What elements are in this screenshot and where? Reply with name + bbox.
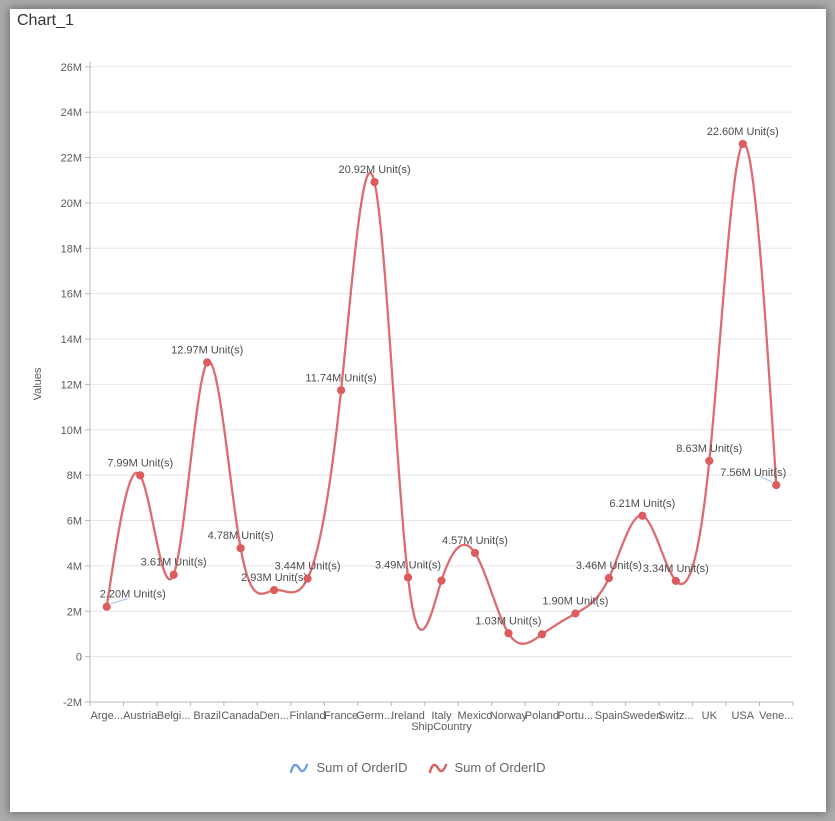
- label-leader-line: [759, 475, 773, 483]
- data-point-label: 4.57M Unit(s): [442, 535, 508, 547]
- x-category-label: Canada: [221, 710, 260, 722]
- data-point-label: 12.97M Unit(s): [171, 344, 243, 356]
- data-point-label: 1.90M Unit(s): [542, 596, 608, 608]
- x-category-label: Italy: [431, 710, 452, 722]
- y-axis-title: Values: [32, 367, 44, 401]
- data-point-label: 20.92M Unit(s): [338, 164, 410, 176]
- data-point-label: 7.99M Unit(s): [107, 457, 173, 469]
- y-tick-label: 12M: [61, 379, 82, 391]
- y-tick-label: 26M: [61, 62, 82, 74]
- data-point-label: 3.49M Unit(s): [375, 559, 441, 571]
- data-point-label: 22.60M Unit(s): [707, 126, 779, 138]
- y-tick-label: 16M: [61, 289, 82, 301]
- data-point-label: 3.46M Unit(s): [576, 560, 642, 572]
- y-tick-label: 0: [76, 652, 82, 664]
- x-category-label: Switz...: [658, 710, 693, 722]
- x-category-label: Austria: [123, 710, 158, 722]
- x-category-label: Brazil: [193, 710, 221, 722]
- wave-icon: [428, 763, 447, 773]
- data-point-label: 3.34M Unit(s): [643, 563, 709, 575]
- data-point-marker[interactable]: [370, 177, 379, 187]
- legend-label: Sum of OrderID: [454, 760, 546, 775]
- data-point-marker[interactable]: [437, 576, 446, 585]
- x-category-label: UK: [702, 710, 718, 722]
- data-point-marker[interactable]: [270, 586, 279, 595]
- data-point-marker[interactable]: [504, 629, 513, 638]
- x-category-label: Germ...: [356, 710, 393, 722]
- data-point-marker[interactable]: [638, 511, 647, 520]
- x-category-label: Sweden: [622, 710, 662, 722]
- y-tick-label: 8M: [67, 470, 82, 482]
- wave-icon: [290, 763, 309, 773]
- data-point-label: 6.21M Unit(s): [609, 498, 675, 510]
- data-point-marker[interactable]: [537, 630, 547, 639]
- data-point-label: 3.61M Unit(s): [141, 557, 207, 569]
- x-category-label: Mexico: [458, 710, 493, 722]
- data-point-label: 3.44M Unit(s): [275, 561, 341, 573]
- y-tick-label: -2M: [63, 697, 82, 709]
- x-category-label: Arge...: [91, 710, 123, 722]
- data-point-marker[interactable]: [738, 139, 747, 149]
- y-tick-label: 6M: [67, 516, 82, 528]
- y-tick-label: 10M: [61, 425, 82, 437]
- data-point-marker[interactable]: [336, 386, 346, 395]
- chart-title: Chart_1: [17, 12, 74, 29]
- y-tick-label: 4M: [67, 561, 82, 573]
- data-point-label: 8.63M Unit(s): [676, 443, 742, 455]
- x-category-label: Ireland: [391, 710, 425, 722]
- data-point-marker[interactable]: [470, 548, 480, 558]
- x-category-label: Spain: [595, 710, 623, 722]
- data-point-marker[interactable]: [136, 471, 145, 480]
- y-tick-label: 20M: [61, 198, 82, 210]
- data-point-label: 11.74M Unit(s): [305, 372, 376, 384]
- data-point-label: 1.03M Unit(s): [475, 615, 541, 627]
- data-point-marker[interactable]: [236, 544, 245, 553]
- y-tick-label: 14M: [61, 334, 82, 346]
- data-point-label: 4.78M Unit(s): [208, 530, 274, 542]
- y-tick-label: 18M: [61, 243, 82, 255]
- data-point-label: 7.56M Unit(s): [720, 467, 786, 479]
- data-point-marker[interactable]: [571, 609, 580, 618]
- legend-item-series-1[interactable]: Sum of OrderID: [289, 760, 408, 775]
- legend-item-series-2[interactable]: Sum of OrderID: [428, 760, 546, 775]
- y-tick-label: 24M: [61, 107, 82, 119]
- y-tick-label: 22M: [61, 153, 82, 165]
- x-category-label: Den...: [259, 710, 288, 722]
- data-point-label: 2.20M Unit(s): [100, 589, 166, 601]
- data-point-marker[interactable]: [403, 573, 413, 582]
- x-category-label: Belgi...: [157, 710, 191, 722]
- x-category-label: Vene...: [759, 710, 793, 722]
- label-leader-line: [110, 598, 128, 605]
- data-point-marker[interactable]: [203, 358, 212, 367]
- x-category-label: Poland: [525, 710, 559, 722]
- data-point-label: 2.93M Unit(s): [241, 572, 307, 584]
- x-category-label: Norway: [490, 710, 528, 722]
- x-category-label: Finland: [290, 710, 326, 722]
- x-axis-title: ShipCountry: [411, 721, 472, 733]
- data-point-marker[interactable]: [604, 574, 613, 583]
- x-category-label: Portu...: [558, 710, 593, 722]
- data-point-marker[interactable]: [303, 574, 312, 583]
- legend: Sum of OrderID Sum of OrderID: [0, 760, 835, 775]
- data-point-marker[interactable]: [169, 570, 178, 579]
- data-point-marker[interactable]: [102, 602, 111, 611]
- legend-label: Sum of OrderID: [316, 760, 408, 775]
- y-tick-label: 2M: [67, 606, 82, 618]
- chart-card: [10, 9, 826, 812]
- x-category-label: USA: [731, 710, 754, 722]
- data-point-marker[interactable]: [705, 456, 714, 465]
- data-point-marker[interactable]: [772, 481, 781, 490]
- data-point-marker[interactable]: [671, 576, 680, 585]
- x-category-label: France: [324, 710, 358, 722]
